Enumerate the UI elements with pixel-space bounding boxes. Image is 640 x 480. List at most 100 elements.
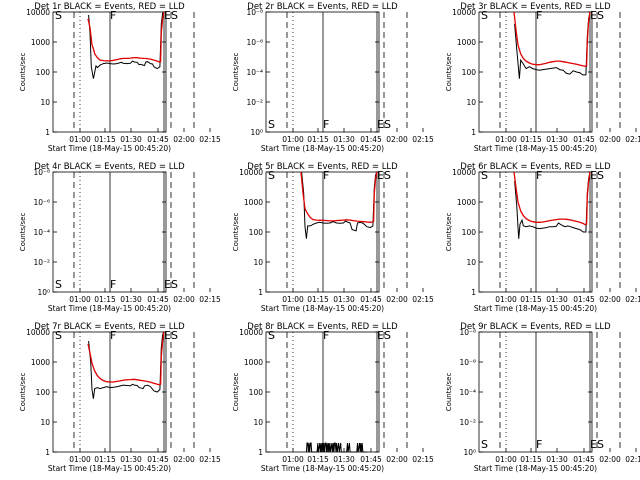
y-axis-title: Counts/sec (19, 373, 27, 412)
marker-label-f: F (323, 169, 329, 182)
series-lld (513, 171, 591, 226)
panel-title: Det 2r BLACK = Events, RED = LLD (247, 2, 398, 12)
plot-frame (265, 171, 380, 293)
x-tick-label: 01:45 (147, 295, 169, 304)
y-tick-label: 10⁻⁶ (459, 358, 476, 367)
x-tick-label: 01:15 (520, 455, 542, 464)
y-tick-label: 10000 (26, 8, 50, 17)
marker-label-es: ES (590, 9, 604, 22)
x-tick-label: 02:15 (625, 295, 640, 304)
x-tick-label: 02:15 (412, 455, 434, 464)
y-tick-label: 100 (36, 388, 51, 397)
y-tick-label: 10⁻⁴ (246, 68, 263, 77)
x-tick-label: 01:15 (307, 295, 329, 304)
plot-frame (265, 11, 380, 133)
x-tick-label: 01:45 (573, 135, 595, 144)
marker-label-es: ES (164, 329, 178, 342)
panel-title: Det 7r BLACK = Events, RED = LLD (34, 322, 185, 332)
marker-label-f: F (323, 329, 329, 342)
series-lld (513, 11, 591, 67)
x-tick-label: 01:30 (120, 295, 142, 304)
x-axis-title: Start Time (18-May-15 00:45:20) (48, 464, 171, 473)
y-tick-label: 10000 (452, 8, 476, 17)
series-lld (87, 11, 165, 63)
x-tick-label: 01:15 (307, 135, 329, 144)
x-tick-label: 01:15 (520, 295, 542, 304)
x-tick-label: 01:30 (120, 455, 142, 464)
y-tick-label: 1 (45, 128, 50, 137)
x-axis-title: Start Time (18-May-15 00:45:20) (474, 464, 597, 473)
y-tick-label: 1 (471, 128, 476, 137)
x-tick-label: 02:15 (199, 455, 221, 464)
y-tick-label: 10 (466, 258, 476, 267)
series-events (88, 11, 165, 79)
y-tick-label: 10⁻⁸ (246, 8, 263, 17)
plot-frame (265, 331, 380, 453)
panel-title: Det 8r BLACK = Events, RED = LLD (247, 322, 398, 332)
y-axis-title: Counts/sec (232, 373, 240, 412)
panel-title: Det 6r BLACK = Events, RED = LLD (460, 162, 611, 172)
marker-label-s: S (481, 169, 488, 182)
x-tick-label: 02:00 (173, 455, 195, 464)
marker-label-s: S (481, 9, 488, 22)
x-tick-label: 01:30 (333, 455, 355, 464)
y-tick-label: 10⁰ (37, 288, 50, 297)
y-tick-label: 1 (471, 288, 476, 297)
y-axis-title: Counts/sec (445, 373, 453, 412)
x-tick-label: 01:00 (495, 135, 517, 144)
x-tick-label: 01:00 (69, 135, 91, 144)
y-tick-label: 10⁻⁸ (33, 168, 50, 177)
y-tick-label: 10 (253, 418, 263, 427)
y-tick-label: 10 (466, 98, 476, 107)
y-axis-title: Counts/sec (445, 53, 453, 92)
x-tick-label: 01:45 (360, 135, 382, 144)
marker-label-f: F (110, 278, 116, 291)
marker-label-s: S (55, 329, 62, 342)
series-events (301, 171, 378, 239)
x-tick-label: 01:45 (573, 295, 595, 304)
x-axis-title: Start Time (18-May-15 00:45:20) (474, 304, 597, 313)
marker-label-f: F (536, 169, 542, 182)
plot-frame (52, 331, 167, 453)
x-axis-title: Start Time (18-May-15 00:45:20) (474, 144, 597, 153)
y-tick-label: 10000 (239, 168, 263, 177)
x-tick-label: 01:15 (94, 455, 116, 464)
y-tick-label: 10⁰ (463, 448, 476, 457)
marker-label-f: F (536, 438, 542, 451)
x-tick-label: 01:45 (360, 295, 382, 304)
y-tick-label: 100 (462, 228, 477, 237)
y-tick-label: 1000 (244, 198, 263, 207)
marker-label-s: S (55, 9, 62, 22)
marker-label-s: S (481, 438, 488, 451)
panel-title: Det 5r BLACK = Events, RED = LLD (247, 162, 398, 172)
x-axis-title: Start Time (18-May-15 00:45:20) (48, 304, 171, 313)
marker-label-es: ES (377, 329, 391, 342)
x-tick-label: 02:00 (386, 455, 408, 464)
marker-label-es: ES (377, 169, 391, 182)
y-tick-label: 10⁻⁴ (33, 228, 50, 237)
plot-frame (52, 171, 167, 293)
series-events (88, 331, 165, 399)
x-tick-label: 02:15 (199, 135, 221, 144)
x-tick-label: 01:00 (495, 295, 517, 304)
marker-label-s: S (268, 118, 275, 131)
y-tick-label: 100 (249, 228, 264, 237)
panel-title: Det 3r BLACK = Events, RED = LLD (460, 2, 611, 12)
y-tick-label: 100 (249, 388, 264, 397)
x-tick-label: 01:30 (546, 455, 568, 464)
x-tick-label: 01:30 (546, 135, 568, 144)
x-tick-label: 01:00 (69, 455, 91, 464)
detector-panel-4: Det 4r BLACK = Events, RED = LLD S F ES 10⁰ 1… (19, 162, 221, 313)
x-tick-label: 01:30 (333, 295, 355, 304)
series-events (514, 11, 591, 79)
x-tick-label: 02:15 (412, 295, 434, 304)
x-axis-title: Start Time (18-May-15 00:45:20) (48, 144, 171, 153)
y-tick-label: 10⁻² (33, 258, 50, 267)
panel-title: Det 9r BLACK = Events, RED = LLD (460, 322, 611, 332)
series-lld (300, 171, 378, 223)
plot-frame (478, 331, 593, 453)
